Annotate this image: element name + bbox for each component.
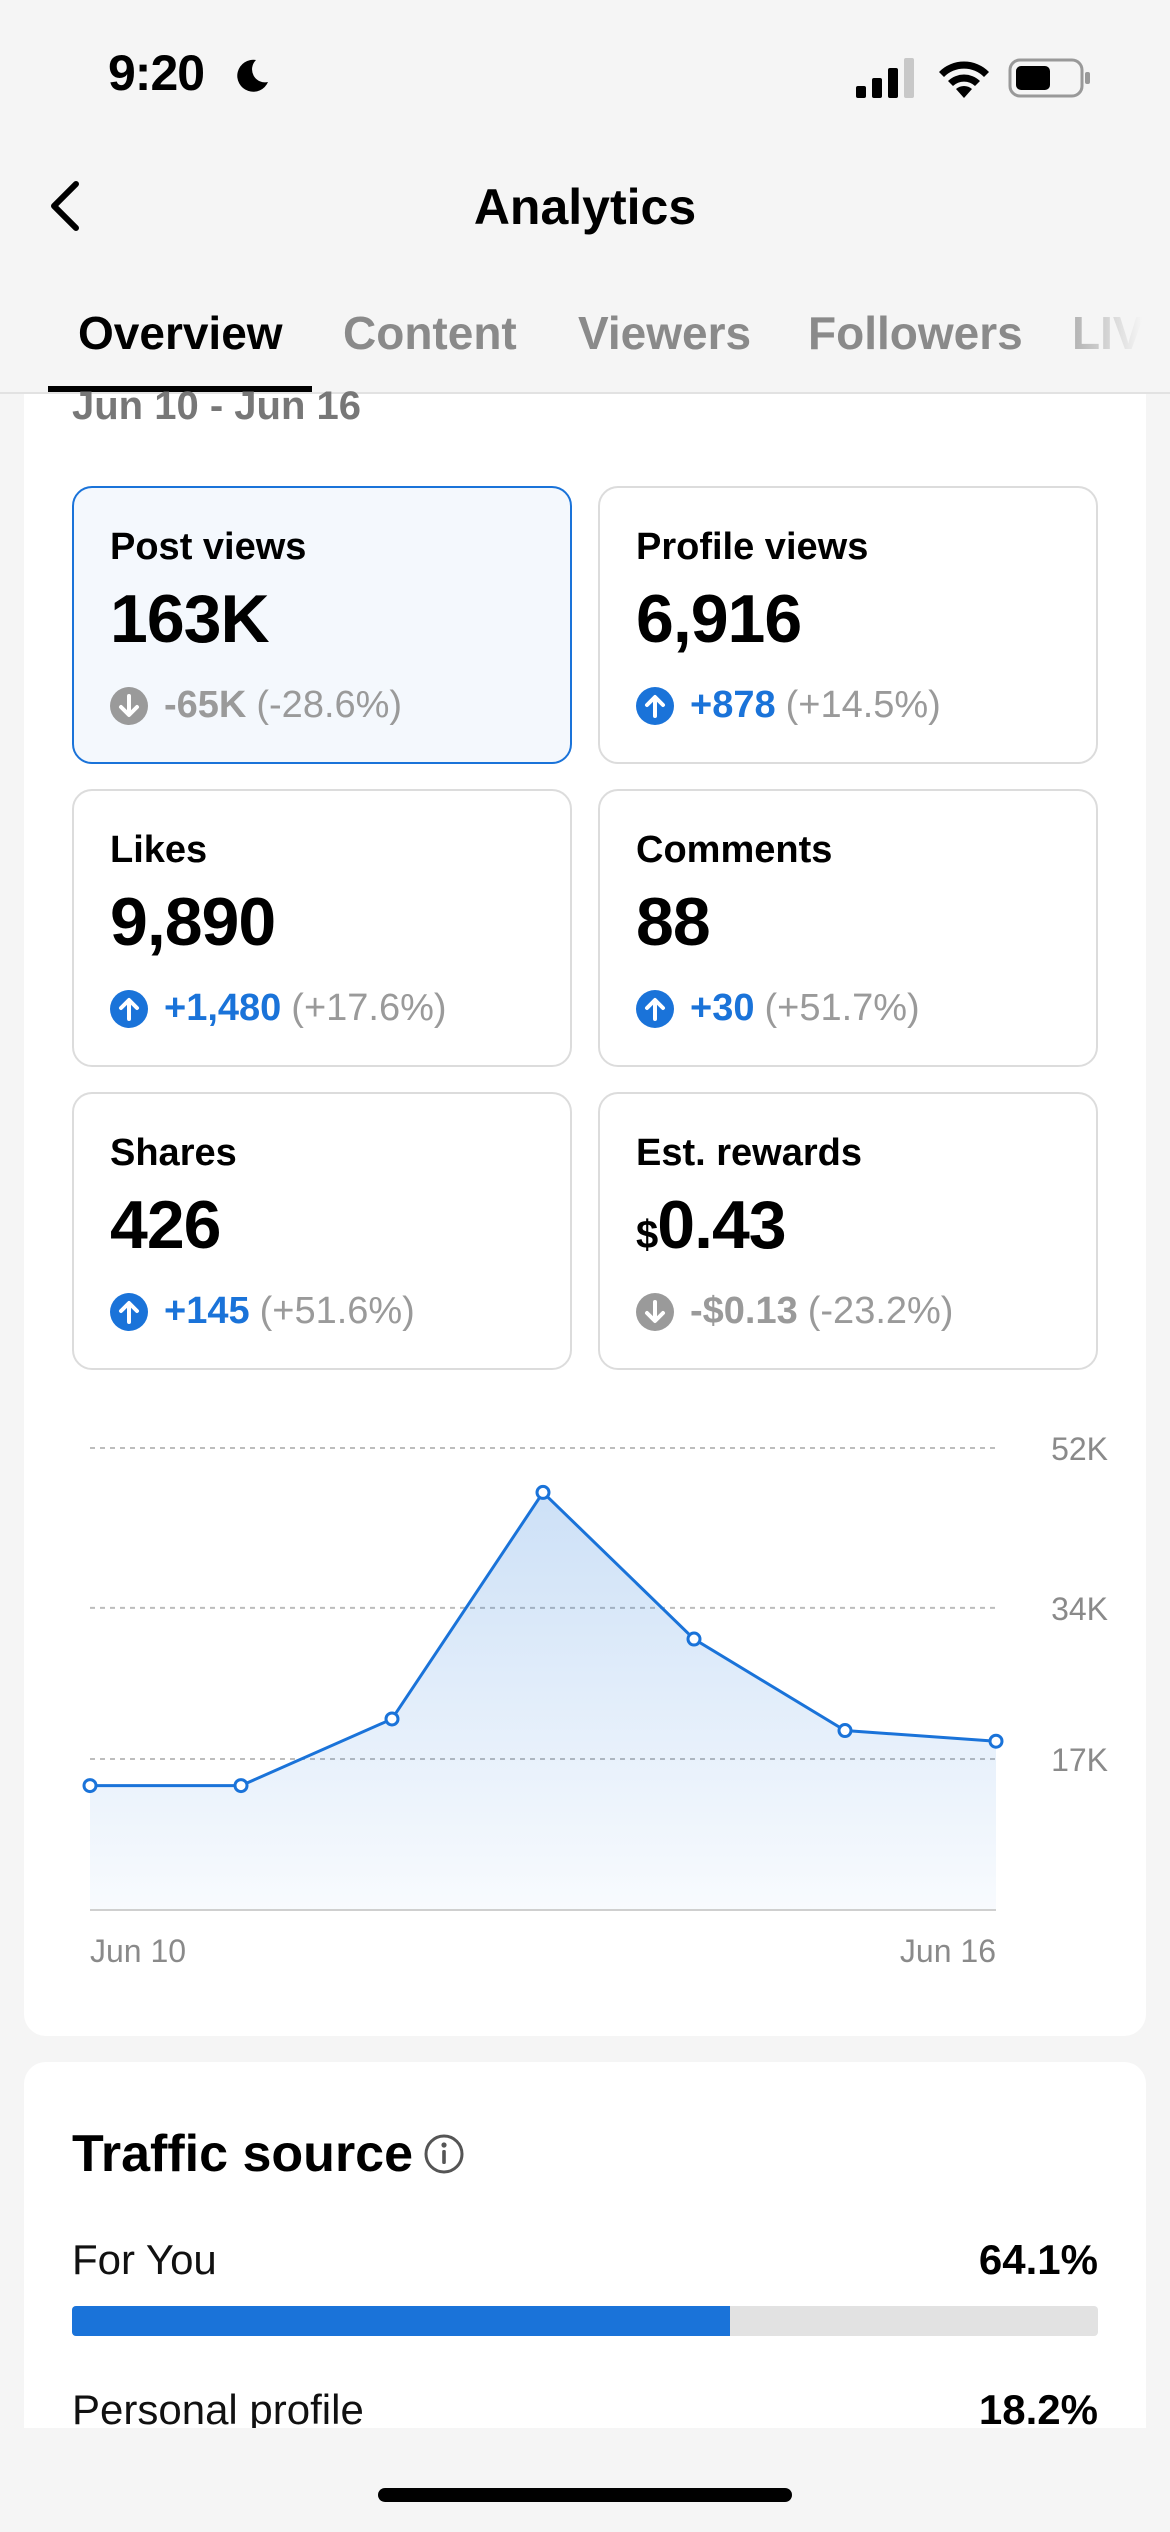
chart-data-point[interactable] [82, 1778, 98, 1794]
metric-card-comments[interactable]: Comments 88 +30 (+51.7%) [598, 789, 1098, 1067]
traffic-row-label: Personal profile [72, 2386, 364, 2433]
tab-content[interactable]: Content [343, 307, 517, 359]
metric-label: Est. rewards [636, 1132, 862, 1174]
metric-card-shares[interactable]: Shares 426 +145 (+51.6%) [72, 1092, 572, 1370]
traffic-source-title: Traffic source [72, 2125, 414, 2183]
metric-change-amount: -$0.13 [690, 1290, 798, 1332]
chart-data-point[interactable] [837, 1723, 853, 1739]
metric-change-amount: +30 [690, 987, 755, 1029]
status-time: 9:20 [108, 45, 205, 101]
metric-change-percent: (+51.6%) [259, 1290, 415, 1332]
metric-change-percent: (+51.7%) [764, 987, 920, 1029]
status-bar: 9:20 [0, 0, 1170, 150]
chart-data-point[interactable] [686, 1631, 702, 1647]
cellular-signal-icon [856, 58, 914, 98]
metric-change-percent: (+17.6%) [291, 987, 447, 1029]
metric-value-number: 0.43 [657, 1187, 786, 1263]
post-views-chart: 17K 34K 52K Jun 10 Jun 16 [82, 1431, 1108, 1969]
metric-change: -$0.13 (-23.2%) [636, 1290, 953, 1333]
chart-x-tick-label: Jun 10 [90, 1933, 186, 1969]
metric-card-profile-views[interactable]: Profile views 6,916 +878 (+14.5%) [598, 486, 1098, 764]
info-icon[interactable] [422, 2132, 466, 2176]
chart-y-tick-label: 52K [1051, 1431, 1108, 1467]
metric-change: +878 (+14.5%) [636, 684, 941, 727]
arrow-down-circle-icon [110, 686, 148, 725]
arrow-up-circle-icon [110, 1292, 148, 1331]
metric-change: +1,480 (+17.6%) [110, 987, 447, 1030]
metric-value: 9,890 [110, 884, 276, 960]
metric-value: 88 [636, 884, 711, 960]
metric-change: +30 (+51.7%) [636, 987, 920, 1030]
chart-area-fill [90, 1492, 996, 1910]
metric-change-amount: +1,480 [164, 987, 282, 1029]
tab-followers[interactable]: Followers [808, 307, 1023, 359]
chart-data-point[interactable] [988, 1733, 1004, 1749]
traffic-row-value: 64.1% [978, 2236, 1098, 2283]
traffic-progress-fill [72, 2306, 730, 2336]
page-title: Analytics [473, 179, 697, 235]
metric-value: 163K [110, 581, 270, 657]
moon-icon [237, 59, 268, 92]
arrow-up-circle-icon [110, 989, 148, 1028]
metric-label: Comments [636, 829, 833, 871]
metric-change-percent: (-28.6%) [256, 684, 403, 726]
tab-bar: Overview Content Viewers Followers LIVE [0, 290, 1170, 394]
arrow-up-circle-icon [636, 686, 674, 725]
metric-value: 6,916 [636, 581, 802, 657]
traffic-row-label: For You [72, 2236, 217, 2283]
chart-data-point[interactable] [535, 1484, 551, 1500]
tab-overview[interactable]: Overview [78, 307, 283, 359]
metric-change-percent: (-23.2%) [807, 1290, 954, 1332]
chart-y-tick-label: 17K [1051, 1742, 1108, 1778]
traffic-progress-bar [72, 2306, 1098, 2336]
metric-label: Profile views [636, 526, 869, 568]
back-button[interactable] [42, 176, 92, 236]
metric-label: Shares [110, 1132, 237, 1174]
metric-label: Post views [110, 526, 307, 568]
bottom-safe-area [0, 2428, 1170, 2532]
tab-viewers[interactable]: Viewers [578, 307, 752, 359]
chart-x-tick-label: Jun 16 [900, 1933, 996, 1969]
metric-value: $0.43 [636, 1186, 787, 1264]
home-indicator [378, 2488, 792, 2502]
active-tab-indicator [48, 386, 312, 392]
chart-data-point[interactable] [384, 1711, 400, 1727]
chart-y-tick-label: 34K [1051, 1591, 1108, 1627]
tab-fade-overlay [1030, 290, 1170, 392]
metric-card-est-rewards[interactable]: Est. rewards $0.43 -$0.13 (-23.2%) [598, 1092, 1098, 1370]
traffic-row-value: 18.2% [978, 2386, 1098, 2433]
date-range: Jun 10 - Jun 16 [72, 384, 361, 428]
metric-label: Likes [110, 829, 208, 871]
chart-data-point[interactable] [233, 1778, 249, 1794]
wifi-icon [939, 61, 989, 98]
metric-change-amount: +878 [690, 684, 776, 726]
metric-change: -65K (-28.6%) [110, 684, 402, 727]
metric-change-amount: -65K [164, 684, 247, 726]
arrow-up-circle-icon [636, 989, 674, 1028]
arrow-down-circle-icon [636, 1292, 674, 1331]
battery-icon [1008, 58, 1090, 98]
metric-value: 426 [110, 1187, 221, 1263]
currency-symbol: $ [636, 1213, 658, 1257]
metric-card-likes[interactable]: Likes 9,890 +1,480 (+17.6%) [72, 789, 572, 1067]
metric-change-amount: +145 [164, 1290, 250, 1332]
metric-change-percent: (+14.5%) [785, 684, 941, 726]
metric-card-post-views[interactable]: Post views 163K -65K (-28.6%) [72, 486, 572, 764]
metric-change: +145 (+51.6%) [110, 1290, 415, 1333]
